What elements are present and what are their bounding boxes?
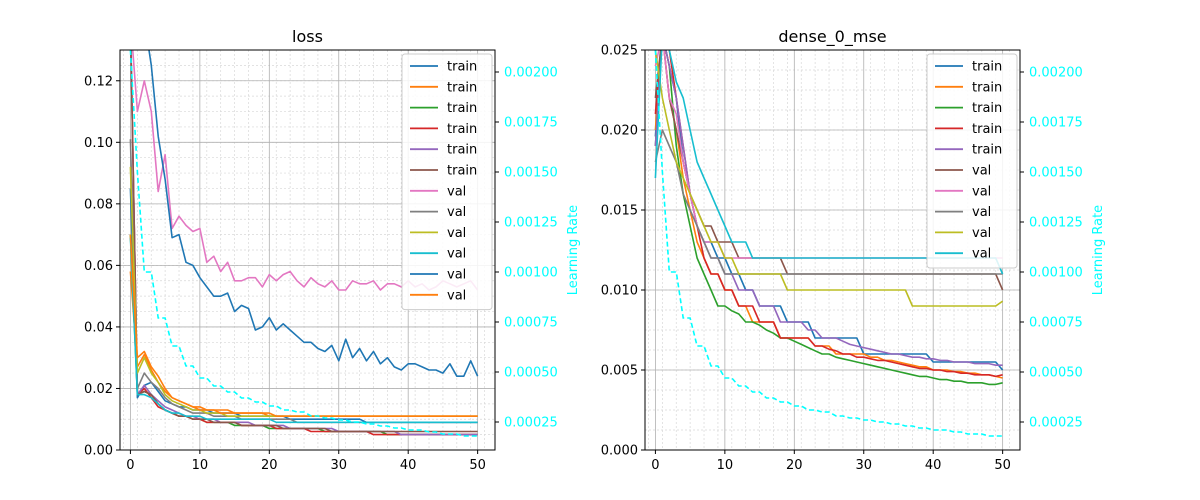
legend-label: val: [972, 226, 991, 241]
y-tick-label: 0.00: [84, 444, 113, 459]
series-line-5: [130, 50, 478, 433]
x-tick-label: 50: [994, 458, 1011, 473]
right-tick-label: 0.00175: [1029, 116, 1083, 131]
legend-label: train: [447, 60, 477, 75]
x-tick-label: 20: [786, 458, 803, 473]
legend-label: val: [447, 247, 466, 262]
right-tick-label: 0.00125: [504, 216, 558, 231]
plot-frame: [119, 49, 496, 451]
y-tick-label: 0.015: [601, 204, 638, 219]
right-tick-label: 0.00200: [1029, 66, 1083, 81]
legend-label: val: [972, 164, 991, 179]
chart-title: dense_0_mse: [778, 27, 886, 47]
series-line-3: [654, 50, 1003, 378]
y-tick-label: 0.020: [601, 124, 638, 139]
right-axis-label: Learning Rate: [566, 205, 581, 295]
legend-label: train: [447, 80, 477, 95]
loss-chart: loss 0 10 20 30 40 50 0.00 0.02 0.04 0.06 0.08 0.10…: [84, 27, 581, 473]
legend-label: val: [447, 226, 466, 241]
legend-label: train: [972, 122, 1002, 137]
legend-label: val: [972, 247, 991, 262]
y-tick-label: 0.10: [84, 136, 113, 151]
series-line-2: [654, 50, 1003, 386]
right-tick-label: 0.00100: [504, 266, 558, 281]
legend-label: val: [447, 268, 466, 283]
learning-rate-line: [129, 50, 478, 437]
x-tick-label: 20: [261, 458, 278, 473]
x-tick-label: 40: [400, 458, 417, 473]
legend-label: val: [447, 184, 466, 199]
legend-label: val: [447, 205, 466, 220]
x-tick-label: 0: [651, 458, 659, 473]
x-tick-label: 0: [126, 458, 134, 473]
y-tick-label: 0.010: [601, 284, 638, 299]
right-tick-label: 0.00075: [504, 316, 558, 331]
series-group: [129, 50, 479, 437]
dense-0-mse-chart: dense_0_mse 0 10 20 30 40 50 0.000 0.005 0.010 0.…: [601, 27, 1106, 473]
right-tick-label: 0.00025: [1029, 416, 1083, 431]
y-tick-label: 0.04: [84, 320, 113, 335]
right-tick-label: 0.00150: [504, 166, 558, 181]
legend-label: val: [972, 184, 991, 199]
legend-box: [401, 53, 493, 311]
legend: train train train train train train val val val v…: [401, 53, 493, 311]
legend-label: train: [972, 101, 1002, 116]
legend-label: train: [447, 101, 477, 116]
legend-label: train: [447, 143, 477, 158]
right-tick-label: 0.00125: [1029, 216, 1083, 231]
legend-label: train: [972, 60, 1002, 75]
y-tick-label: 0.08: [84, 197, 113, 212]
series-line-9: [129, 237, 478, 424]
series-line-8: [654, 50, 1004, 307]
series-line-7: [654, 129, 1003, 275]
right-tick-label: 0.00025: [504, 416, 558, 431]
series-line-11: [129, 234, 478, 418]
right-tick-label: 0.00050: [504, 366, 558, 381]
right-tick-label: 0.00100: [1029, 266, 1083, 281]
learning-rate-line: [654, 50, 1003, 437]
legend-label: val: [972, 205, 991, 220]
x-tick-label: 30: [855, 458, 872, 473]
y-tick-label: 0.06: [84, 259, 113, 274]
right-tick-label: 0.00175: [504, 116, 558, 131]
y-tick-label: 0.005: [601, 364, 638, 379]
y-tick-label: 0.02: [84, 382, 113, 397]
y-tick-label: 0.000: [601, 444, 638, 459]
x-tick-label: 30: [330, 458, 347, 473]
right-tick-label: 0.00050: [1029, 366, 1083, 381]
y-tick-label: 0.12: [84, 74, 113, 89]
x-tick-label: 40: [925, 458, 942, 473]
x-tick-label: 10: [192, 458, 209, 473]
legend-label: train: [447, 122, 477, 137]
legend-label: val: [447, 288, 466, 303]
right-axis-label: Learning Rate: [1091, 205, 1106, 295]
chart-title: loss: [292, 27, 323, 46]
series-line-10: [148, 50, 479, 378]
legend-label: train: [972, 143, 1002, 158]
right-tick-label: 0.00075: [1029, 316, 1083, 331]
right-tick-label: 0.00150: [1029, 166, 1083, 181]
plot-frame: [644, 49, 1021, 451]
y-tick-label: 0.025: [601, 44, 638, 59]
legend: train train train train train val val val val val: [926, 53, 1018, 269]
x-tick-label: 10: [717, 458, 734, 473]
legend-label: train: [972, 80, 1002, 95]
legend-label: train: [447, 164, 477, 179]
x-tick-label: 50: [469, 458, 486, 473]
right-tick-label: 0.00200: [504, 66, 558, 81]
